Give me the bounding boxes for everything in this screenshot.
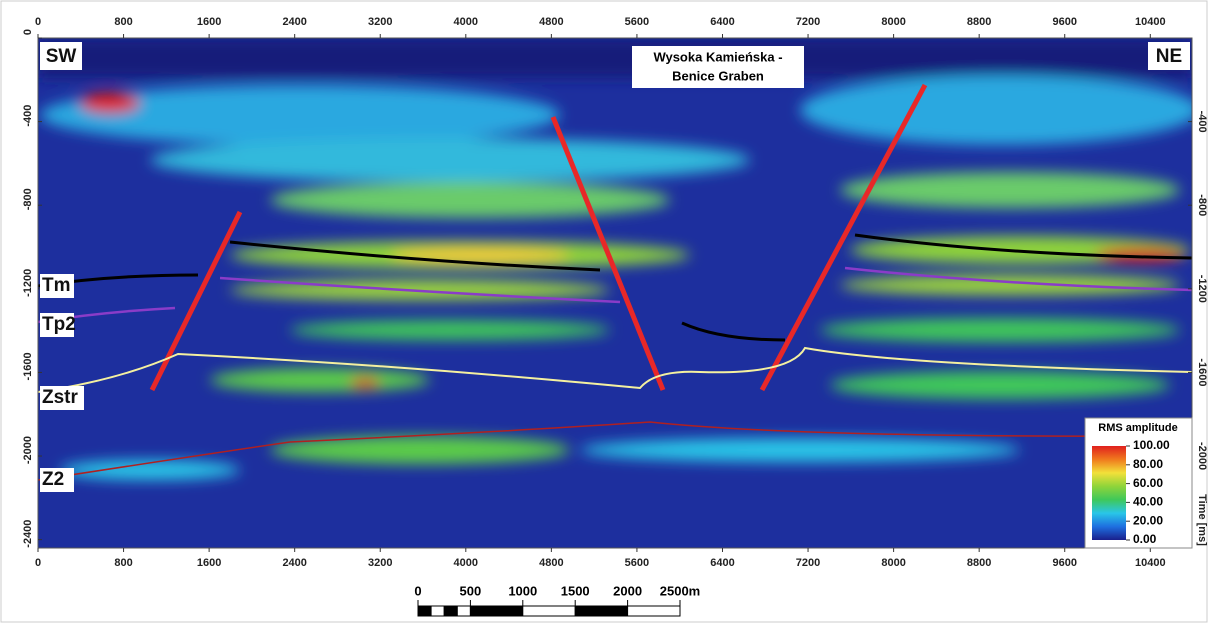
- x-tick-label: 3200: [368, 16, 392, 28]
- x-tick-label: 8800: [967, 16, 991, 28]
- x-tick-label: 10400: [1135, 16, 1166, 28]
- scale-segment: [470, 606, 522, 616]
- scale-label: 500: [460, 583, 482, 598]
- y2-tick-label: -800: [1196, 194, 1208, 216]
- scale-segment: [457, 606, 470, 616]
- scale-label: 2500m: [660, 583, 700, 598]
- y2-tick-label: -1200: [1196, 275, 1208, 303]
- x-tick-label: 6400: [710, 557, 734, 569]
- x-tick-label: 7200: [796, 557, 820, 569]
- colorbar-tick-label: 0.00: [1133, 532, 1157, 546]
- scale-label: 2000: [613, 583, 642, 598]
- colorbar: [1092, 446, 1126, 540]
- x-tick-label: 2400: [282, 557, 306, 569]
- colorbar-tick-label: 80.00: [1133, 457, 1163, 471]
- x-tick-label: 8000: [881, 16, 905, 28]
- x-tick-label: 5600: [625, 557, 649, 569]
- colorbar-title: RMS amplitude: [1098, 422, 1177, 434]
- x-tick-label: 0: [35, 557, 41, 569]
- y2-tick-label: -1600: [1196, 358, 1208, 386]
- x-tick-label: 5600: [625, 16, 649, 28]
- horizon-label: Z2: [42, 469, 64, 490]
- x-tick-label: 10400: [1135, 557, 1166, 569]
- y-tick-label: -1600: [22, 352, 34, 380]
- y-tick-label: -1200: [22, 269, 34, 297]
- sw-label: SW: [46, 46, 77, 67]
- figure: SW NE Wysoka Kamieńska - Benice Graben 0…: [0, 0, 1208, 623]
- x-tick-label: 4800: [539, 557, 563, 569]
- y2-tick-label: -400: [1196, 111, 1208, 133]
- page: SW NE Wysoka Kamieńska - Benice Graben 0…: [0, 0, 1208, 628]
- colorbar-tick-label: 100.00: [1133, 438, 1170, 452]
- x-tick-label: 1600: [197, 16, 221, 28]
- colorbar-tick-label: 40.00: [1133, 495, 1163, 509]
- x-tick-label: 800: [114, 16, 132, 28]
- amplitude-image: [38, 38, 1200, 548]
- horizon-label: Tp2: [42, 314, 76, 335]
- x-tick-label: 800: [114, 557, 132, 569]
- x-tick-label: 1600: [197, 557, 221, 569]
- x-tick-label: 2400: [282, 16, 306, 28]
- x-tick-label: 9600: [1052, 16, 1076, 28]
- scale-segment: [628, 606, 680, 616]
- x-tick-label: 8000: [881, 557, 905, 569]
- y-tick-label: -2400: [22, 520, 34, 548]
- y2-axis-label: Time [ms]: [1196, 494, 1208, 546]
- scale-segment: [431, 606, 444, 616]
- y-tick-label: 0: [22, 29, 34, 35]
- x-tick-label: 6400: [710, 16, 734, 28]
- colorbar-tick-label: 60.00: [1133, 476, 1163, 490]
- x-tick-label: 4000: [454, 557, 478, 569]
- title: Wysoka Kamieńska -: [653, 49, 782, 64]
- scale-segment: [444, 606, 457, 616]
- x-tick-label: 4800: [539, 16, 563, 28]
- y-tick-label: -2000: [22, 436, 34, 464]
- scale-label: 0: [414, 583, 421, 598]
- scale-segment: [523, 606, 575, 616]
- ne-label: NE: [1156, 46, 1182, 67]
- x-tick-label: 8800: [967, 557, 991, 569]
- x-tick-label: 0: [35, 16, 41, 28]
- x-tick-label: 9600: [1052, 557, 1076, 569]
- horizon-label: Zstr: [42, 387, 79, 408]
- y-tick-label: -800: [22, 188, 34, 210]
- y-tick-label: -400: [22, 105, 34, 127]
- y2-tick-label: -2000: [1196, 442, 1208, 470]
- x-tick-label: 4000: [454, 16, 478, 28]
- colorbar-tick-label: 20.00: [1133, 513, 1163, 527]
- x-tick-label: 7200: [796, 16, 820, 28]
- scale-segment: [418, 606, 431, 616]
- scale-label: 1000: [508, 583, 537, 598]
- scale-label: 1500: [561, 583, 590, 598]
- scale-segment: [575, 606, 627, 616]
- x-tick-label: 3200: [368, 557, 392, 569]
- title: Benice Graben: [672, 68, 764, 83]
- horizon-label: Tm: [42, 275, 71, 296]
